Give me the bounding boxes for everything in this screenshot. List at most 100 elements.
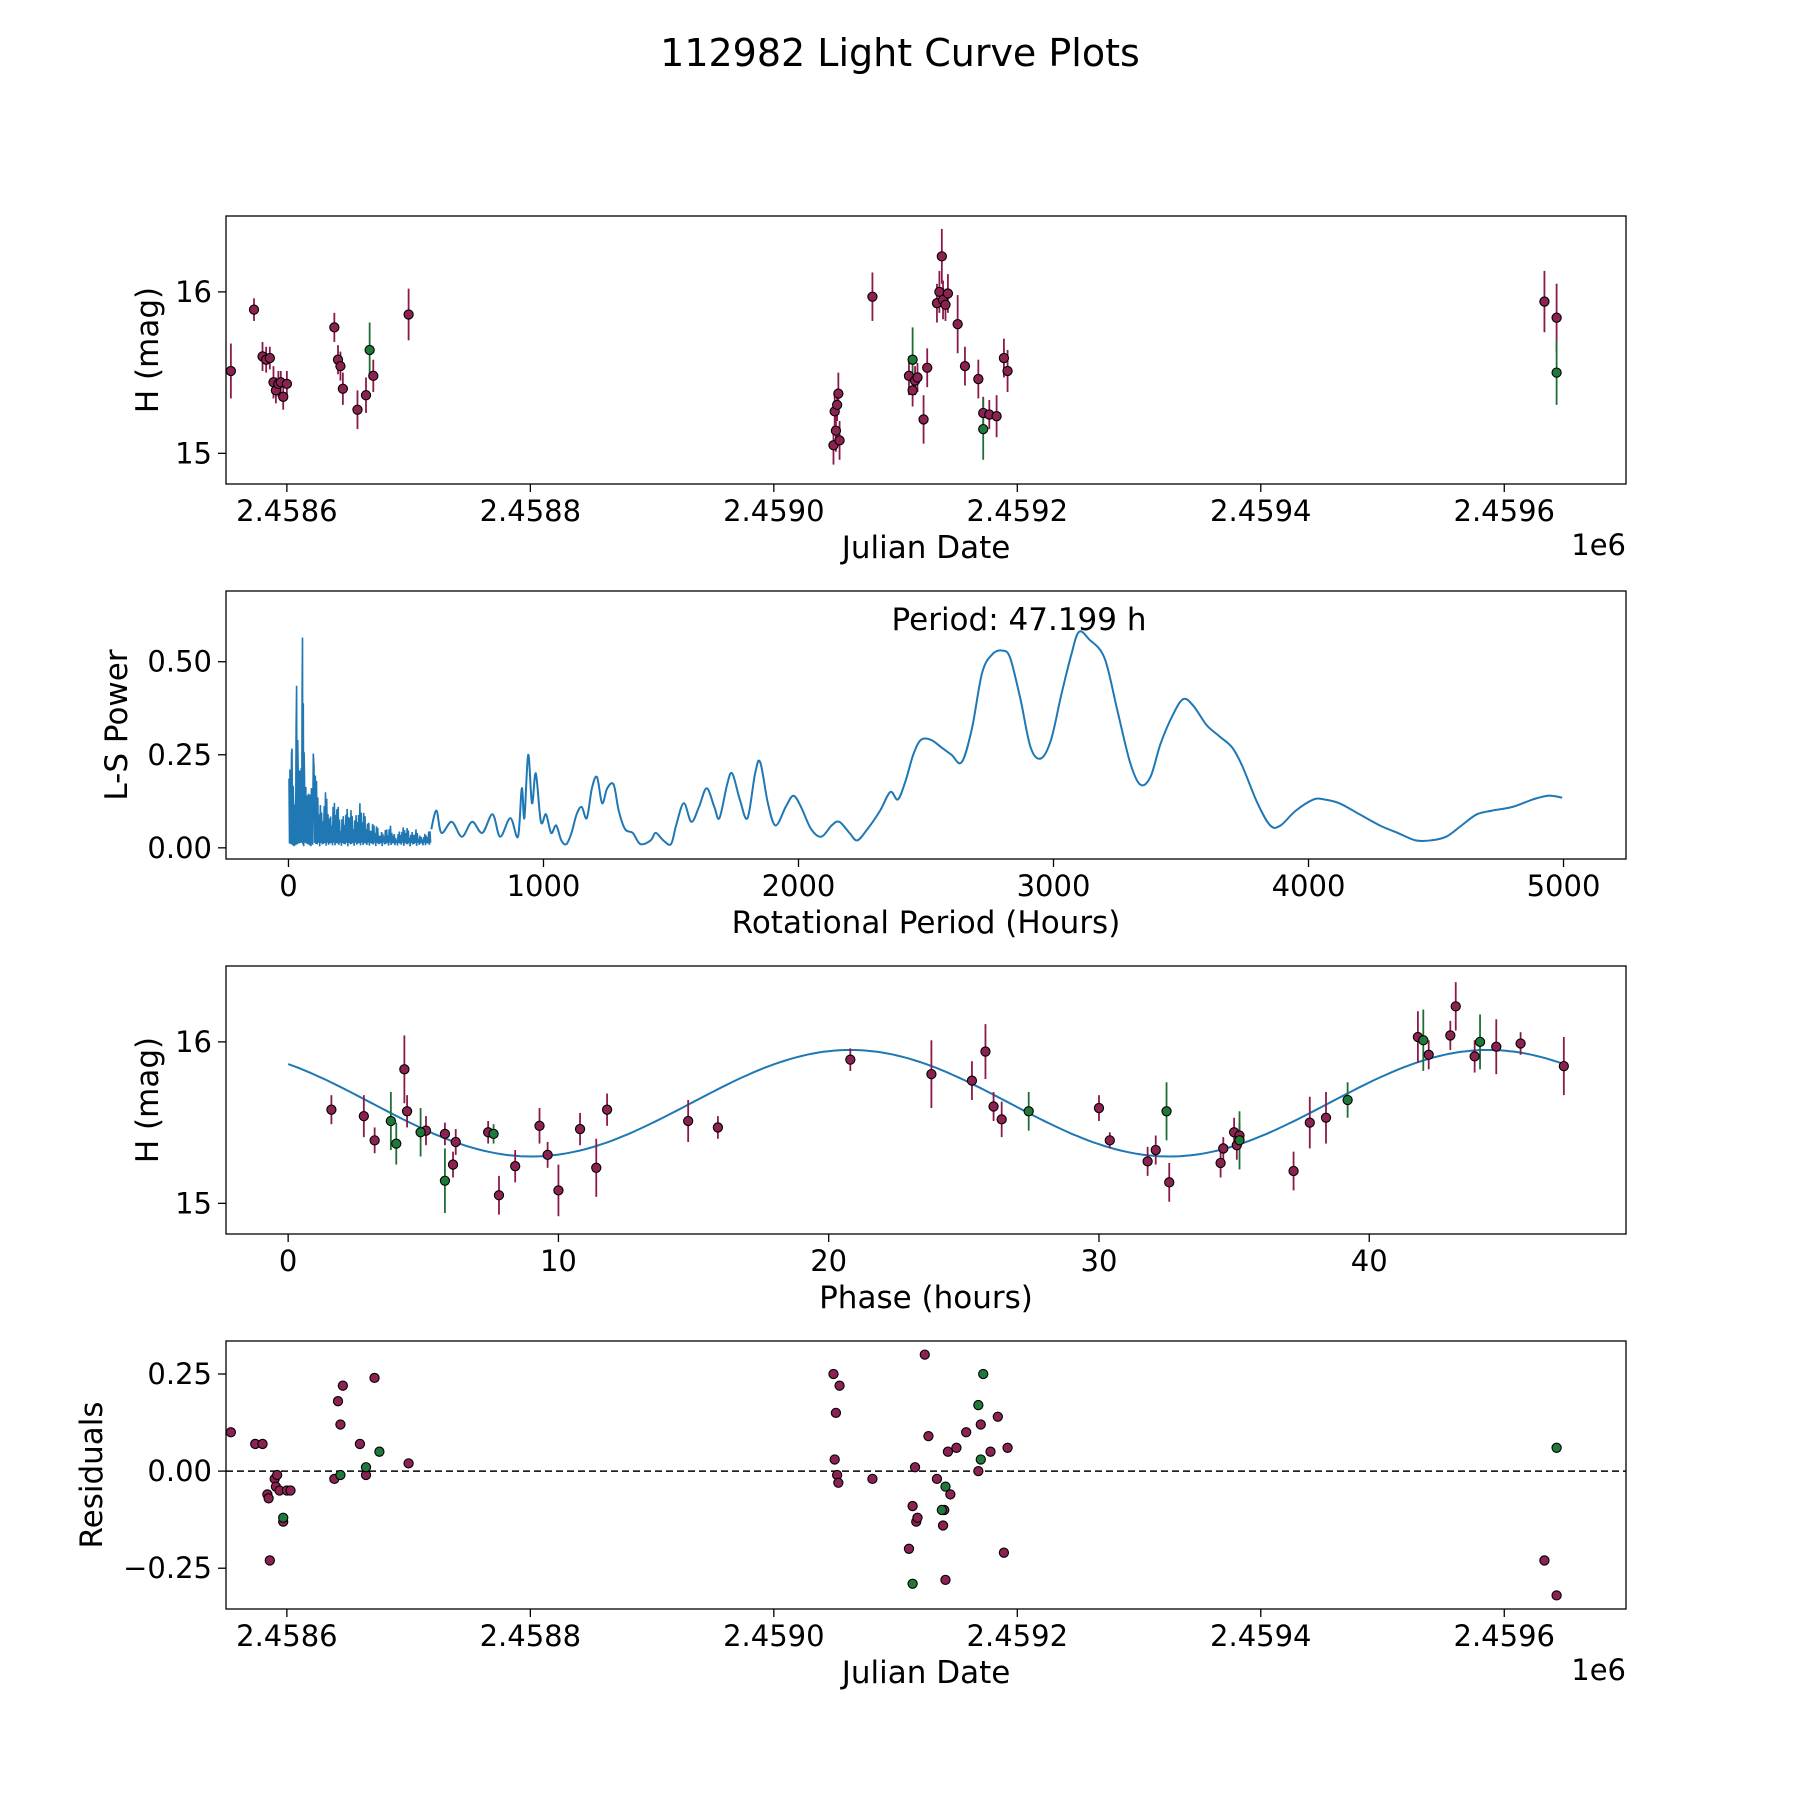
periodogram-ytick-label: 0.50 (147, 645, 212, 679)
light-curve-point-purple (918, 414, 929, 425)
residuals-xtick-label: 2.4586 (236, 1619, 337, 1653)
phase-folded-point-purple (358, 1110, 369, 1122)
phase-folded-point-purple (1558, 1060, 1569, 1072)
phase-folded-xtick-label: 30 (1081, 1244, 1118, 1278)
periodogram-axes-frame (225, 590, 1627, 860)
residuals-point-purple (975, 1419, 986, 1430)
light-curve-point-purple (360, 390, 372, 401)
phase-folded-xtick-label: 40 (1351, 1244, 1388, 1278)
residuals-point-purple (403, 1458, 414, 1469)
light-curve-point-purple (335, 360, 346, 372)
phase-folded-point-purple (534, 1120, 545, 1131)
residuals-ytick-label: 0.00 (147, 1454, 212, 1488)
residuals-point-purple (998, 1547, 1010, 1558)
light-curve-point-purple (830, 425, 842, 436)
phase-folded-point-purple (712, 1122, 724, 1133)
light-curve-point-purple (329, 322, 340, 333)
light-curve-ytick-label: 15 (175, 436, 212, 470)
light-curve-point-purple (834, 435, 845, 446)
residuals-xtick-label: 2.4594 (1210, 1619, 1311, 1653)
light-curve-point-purple (1539, 296, 1550, 307)
light-curve-point-purple (1551, 312, 1562, 323)
residuals-point-purple (919, 1349, 930, 1360)
residuals-point-purple (912, 1512, 923, 1523)
light-curve-point-purple (403, 309, 414, 320)
light-curve-point-green (978, 423, 989, 435)
residuals-point-purple (940, 1574, 951, 1586)
residuals-point-purple (263, 1493, 274, 1504)
residuals-point-purple (335, 1419, 346, 1430)
phase-folded-point-purple (1423, 1049, 1434, 1060)
light-curve-point-purple (278, 391, 289, 402)
light-curve-ytick-label: 16 (175, 275, 212, 309)
residuals-point-green (1551, 1442, 1562, 1453)
light-curve-point-purple (912, 372, 923, 383)
phase-folded-point-purple (553, 1185, 564, 1196)
light-curve-point-purple (264, 352, 275, 364)
phase-folded-point-purple (1104, 1135, 1115, 1146)
light-curve-xtick-label: 2.4596 (1454, 494, 1555, 528)
light-curve-point-purple (831, 399, 843, 411)
phase-folded-point-purple (980, 1046, 991, 1057)
phase-folded-point-purple (845, 1054, 856, 1065)
light-curve-point-purple (352, 404, 363, 415)
periodogram-xtick-label: 2000 (762, 869, 836, 903)
phase-folded-point-green (415, 1127, 426, 1138)
phase-folded-point-green (439, 1175, 451, 1186)
residuals-point-purple (937, 1520, 949, 1531)
residuals-ytick-label: 0.25 (147, 1357, 212, 1391)
phase-folded-point-purple (683, 1115, 694, 1127)
phase-folded-point-purple (450, 1136, 461, 1148)
residuals-xtick-label: 2.4592 (967, 1619, 1068, 1653)
residuals-point-purple (264, 1555, 275, 1566)
phase-folded-point-purple (542, 1149, 553, 1161)
phase-folded-point-purple (1093, 1102, 1105, 1114)
residuals-point-purple (973, 1465, 984, 1477)
phase-folded-point-purple (1491, 1041, 1502, 1052)
residuals-point-purple (909, 1462, 921, 1473)
periodogram-line (430, 630, 1563, 846)
residuals-point-purple (961, 1427, 972, 1438)
panel-residuals: 2.4586 2.4588 2.4590 2.4592 2.4594 2.4596 −0.2… (74, 1340, 1627, 1691)
periodogram-dense-line (288, 637, 432, 847)
residuals-point-purple (931, 1473, 943, 1485)
phase-folded-ylabel: H (mag) (130, 1037, 166, 1163)
light-curve-point-green (364, 344, 375, 356)
light-curve-point-purple (833, 388, 844, 399)
figure-title: 112982 Light Curve Plots (660, 31, 1140, 75)
phase-folded-point-purple (988, 1101, 999, 1112)
phase-folded-point-purple (591, 1162, 602, 1173)
residuals-point-purple (1551, 1590, 1562, 1601)
residuals-point-purple (951, 1442, 962, 1453)
residuals-point-green (335, 1469, 346, 1481)
phase-folded-point-purple (1304, 1117, 1315, 1128)
light-curve-point-green (1551, 367, 1562, 378)
phase-folded-xtick-label: 20 (810, 1244, 847, 1278)
residuals-point-purple (833, 1477, 844, 1488)
light-curve-xtick-label: 2.4594 (1210, 494, 1311, 528)
phase-folded-point-purple (399, 1064, 410, 1075)
light-curve-point-purple (907, 385, 918, 396)
panel-phase-folded: 0 10 20 30 40 15 16 Phase (hours) H (mag) (130, 965, 1627, 1316)
periodogram-ylabel: L-S Power (99, 649, 135, 800)
light-curve-point-purple (942, 288, 954, 299)
residuals-xtick-label: 2.4590 (723, 1619, 824, 1653)
periodogram-xlabel: Rotational Period (Hours) (732, 905, 1121, 941)
residuals-xtick-label: 2.4588 (480, 1619, 581, 1653)
residuals-point-purple (1002, 1442, 1013, 1453)
residuals-point-green (907, 1578, 918, 1589)
phase-folded-point-purple (1142, 1156, 1153, 1167)
phase-folded-xlabel: Phase (hours) (819, 1280, 1033, 1316)
residuals-ylabel: Residuals (74, 1401, 110, 1548)
residuals-point-purple (354, 1438, 366, 1450)
phase-folded-point-green (488, 1128, 499, 1140)
light-curve-axes-frame (225, 215, 1627, 485)
phase-folded-point-purple (1164, 1177, 1175, 1188)
phase-model-curve (287, 1049, 1565, 1158)
phase-folded-point-purple (1515, 1038, 1526, 1049)
residuals-point-purple (923, 1431, 934, 1442)
phase-folded-point-purple (447, 1159, 459, 1170)
residuals-point-purple (903, 1543, 915, 1554)
light-curve-point-purple (959, 360, 971, 372)
